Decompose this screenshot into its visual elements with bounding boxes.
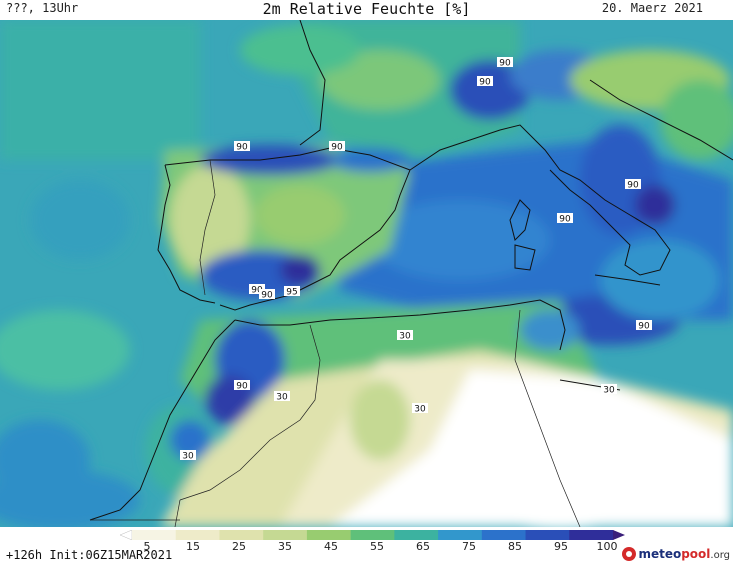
svg-text:90: 90: [627, 181, 639, 191]
contour-labels: 90 90 90 90 90 90 90 90 95 30 30 90 30 3…: [180, 57, 652, 462]
svg-text:30: 30: [603, 386, 615, 396]
humidity-field: [0, 20, 733, 530]
colorbar-segment: [438, 530, 483, 540]
contour-label: 90: [636, 320, 652, 332]
svg-text:90: 90: [261, 291, 273, 301]
colorbar-segment: [132, 530, 177, 540]
colorbar-tick-label: 100: [596, 540, 618, 553]
valid-time: ???, 13Uhr: [6, 1, 79, 15]
humidity-map: 90 90 90 90 90 90 90 90 95 30 30 90 30 3…: [0, 19, 733, 530]
map-title: 2m Relative Feuchte [%]: [262, 0, 471, 18]
colorbar-arrow-low: [120, 530, 133, 540]
contour-label: 90: [234, 380, 250, 392]
svg-text:90: 90: [559, 215, 571, 225]
colorbar-segment: [306, 530, 352, 540]
meteopool-logo-icon: [622, 547, 637, 561]
colorbar-segment: [175, 530, 220, 540]
svg-text:95: 95: [286, 288, 297, 298]
colorbar-tick-label: 65: [416, 540, 430, 553]
map-footer: 5 15 25 35 45 55 65 75 85 95 100 +126h Init:06Z15M…: [0, 527, 733, 566]
color-scale-bar: [120, 530, 625, 540]
colorbar-tick-label: 85: [508, 540, 522, 553]
colorbar-segment: [350, 530, 395, 540]
contour-label: 90: [477, 76, 493, 88]
contour-label: 30: [180, 450, 196, 462]
contour-label: 30: [601, 384, 617, 396]
svg-text:90: 90: [499, 59, 511, 69]
colorbar-tick-label: 75: [462, 540, 476, 553]
contour-label: 30: [274, 391, 290, 403]
colorbar-segment: [263, 530, 308, 540]
svg-text:30: 30: [414, 405, 426, 415]
contour-label: 90: [329, 141, 345, 153]
colorbar-tick-label: 55: [370, 540, 384, 553]
colorbar-tick-label: 15: [186, 540, 200, 553]
colorbar-tick-label: 25: [232, 540, 246, 553]
contour-label: 90: [259, 289, 275, 301]
svg-text:90: 90: [251, 286, 263, 296]
meteopool-logo-text: meteopool.org: [638, 547, 730, 561]
colorbar-segment: [394, 530, 439, 540]
svg-text:30: 30: [399, 332, 411, 342]
svg-text:90: 90: [236, 143, 248, 153]
init-time: +126h Init:06Z15MAR2021: [6, 548, 173, 562]
map-header: ???, 13Uhr 2m Relative Feuchte [%] 20. M…: [0, 0, 733, 20]
coastlines: [89, 19, 733, 521]
colorbar-arrow-high: [613, 530, 625, 540]
svg-text:90: 90: [479, 78, 491, 88]
contour-label: 90: [625, 179, 641, 191]
colorbar-tick-label: 35: [278, 540, 292, 553]
colorbar-segment: [219, 530, 264, 540]
contour-label: 95: [284, 286, 300, 298]
colorbar-tick-label: 45: [324, 540, 338, 553]
meteopool-logo: meteopool.org: [622, 544, 730, 564]
svg-text:30: 30: [276, 393, 288, 403]
contour-label: 30: [412, 403, 428, 415]
colorbar-segment: [569, 530, 614, 540]
colorbar-segment: [525, 530, 570, 540]
borders: [90, 159, 581, 528]
svg-text:30: 30: [182, 452, 194, 462]
contour-label: 90: [249, 284, 265, 296]
valid-date: 20. Maerz 2021: [601, 1, 703, 15]
colorbar-tick-label: 5: [143, 540, 151, 553]
colorbar-segment: [481, 530, 527, 540]
colorbar-tick-label: 95: [554, 540, 568, 553]
svg-text:90: 90: [331, 143, 343, 153]
svg-text:90: 90: [236, 382, 248, 392]
contour-label: 30: [397, 330, 413, 342]
contour-label: 90: [234, 141, 250, 153]
contour-label: 90: [557, 213, 573, 225]
svg-text:90: 90: [638, 322, 650, 332]
contour-label: 90: [497, 57, 513, 69]
